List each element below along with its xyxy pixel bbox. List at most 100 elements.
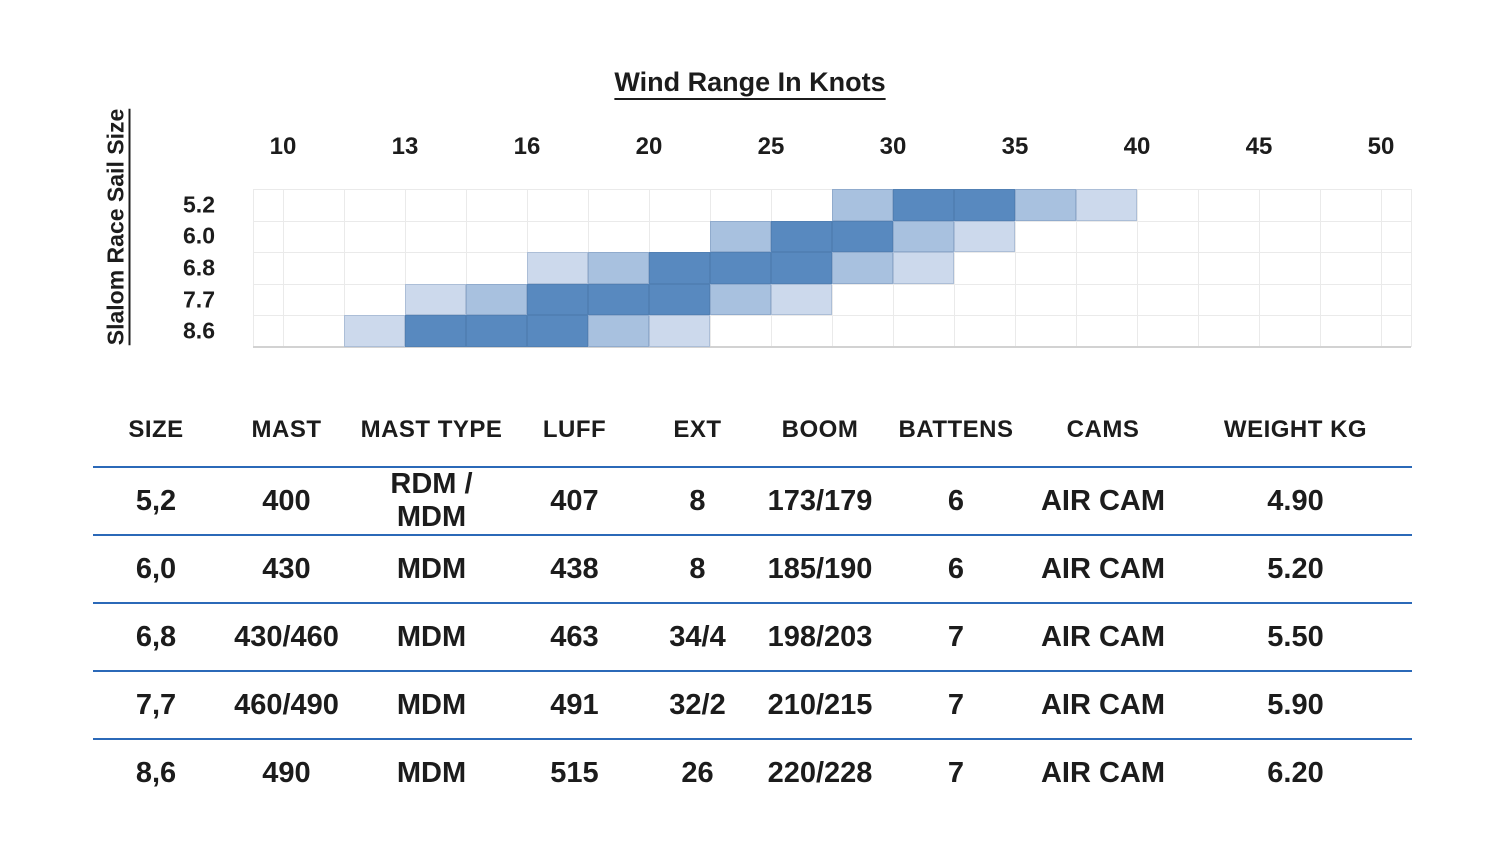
cell-mast-type: MDM <box>354 671 509 740</box>
heatmap-gridline-horizontal <box>253 283 1411 285</box>
cell-cams: AIR CAM <box>1027 671 1179 740</box>
heatmap-cell-8.6-16to18kn <box>527 315 588 347</box>
table-row-size-6,0: 6,0 430 MDM 438 8 185/190 6 AIR CAM 5.20 <box>93 535 1412 604</box>
heatmap-gridline-vertical <box>1076 189 1077 347</box>
heatmap-cell-6.8-25to27.5kn <box>771 252 832 284</box>
cell-battens: 7 <box>885 671 1027 740</box>
heatmap-gridline-vertical <box>954 189 955 347</box>
heatmap-gridline-vertical <box>1137 189 1138 347</box>
heatmap-gridline-vertical <box>1015 189 1016 347</box>
column-header-battens: BATTENS <box>885 394 1027 468</box>
x-tick-label-13: 13 <box>391 133 419 160</box>
sail-size-label-6.0: 6.0 <box>183 222 215 249</box>
heatmap-gridline-vertical <box>344 189 345 347</box>
cell-mast-type: MDM <box>354 603 509 672</box>
heatmap-cell-5.2-32.5to35kn <box>954 189 1015 221</box>
heatmap-cell-5.2-30to32.5kn <box>893 189 954 221</box>
heatmap-cell-7.7-16to18kn <box>527 283 588 316</box>
heatmap-cell-8.6-18to20kn <box>588 315 649 347</box>
table-row-size-5,2: 5,2 400 RDM / MDM 407 8 173/179 6 AIR CAM 4.90 <box>93 467 1412 536</box>
cell-mast: 490 <box>262 756 311 789</box>
cell-battens: 6 <box>885 467 1027 536</box>
heatmap-gridline-vertical <box>283 189 284 347</box>
x-tick-label-35: 35 <box>1001 133 1029 160</box>
cell-luff: 407 <box>509 467 640 536</box>
heatmap-cell-6.8-20to22.5kn <box>649 252 710 284</box>
x-tick-label-40: 40 <box>1123 133 1151 160</box>
cell-boom: 198/203 <box>755 603 885 672</box>
heatmap-cell-6.0-25to27.5kn <box>771 220 832 253</box>
cell-cams: AIR CAM <box>1027 467 1179 536</box>
table-body: 5,2 400 RDM / MDM 407 8 173/179 6 AIR CAM 4.90 6,… <box>93 467 1412 806</box>
heatmap-gridline-vertical <box>1320 189 1321 347</box>
chart-title-text: Wind Range In Knots <box>614 67 886 97</box>
cell-size: 6,0 <box>93 535 219 604</box>
cell-size: 5,2 <box>93 467 219 536</box>
cell-boom: 173/179 <box>755 467 885 536</box>
cell-mast: 430/460 <box>219 603 354 672</box>
cell-battens: 7 <box>947 756 965 789</box>
cell-weight-kg: 5.20 <box>1179 535 1412 604</box>
cell-boom: 185/190 <box>755 535 885 604</box>
heatmap-cell-8.6-20to22.5kn <box>649 315 710 347</box>
heatmap-gridline-vertical <box>466 189 467 347</box>
cell-size: 7,7 <box>93 671 219 740</box>
heatmap-cell-7.7-22.5to25kn <box>710 283 771 316</box>
cell-boom: 220/228 <box>767 756 873 789</box>
heatmap-gridline-vertical <box>1198 189 1199 347</box>
heatmap-cell-6.8-30to32.5kn <box>893 252 954 284</box>
chart-title: Wind Range In Knots <box>0 67 1500 98</box>
cell-ext: 34/4 <box>640 603 755 672</box>
column-header-boom: BOOM <box>755 394 885 468</box>
heatmap-gridline-vertical <box>253 189 254 347</box>
cell-ext: 8 <box>640 467 755 536</box>
heatmap-cell-6.8-27.5to30kn <box>832 252 893 284</box>
cell-luff: 438 <box>509 535 640 604</box>
sail-size-label-6.8: 6.8 <box>183 254 215 281</box>
heatmap-cell-7.7-14.5to16kn <box>466 283 527 316</box>
table-row-size-6,8: 6,8 430/460 MDM 463 34/4 198/203 7 AIR CAM 5.50 <box>93 603 1412 672</box>
cell-cams: AIR CAM <box>1027 535 1179 604</box>
column-header-size: SIZE <box>93 394 219 468</box>
sail-size-label-5.2: 5.2 <box>183 191 215 218</box>
cell-luff: 515 <box>550 756 599 789</box>
heatmap-cell-6.0-32.5to35kn <box>954 220 1015 253</box>
cell-size: 8,6 <box>135 756 177 789</box>
table-row-size-7,7: 7,7 460/490 MDM 491 32/2 210/215 7 AIR CAM 5.90 <box>93 671 1412 740</box>
cell-mast: 400 <box>219 467 354 536</box>
heatmap-gridline-vertical <box>1259 189 1260 347</box>
heatmap-cell-8.6-13to14.5kn <box>405 315 466 347</box>
heatmap-cell-5.2-37.5to40kn <box>1076 189 1137 221</box>
cell-luff: 463 <box>509 603 640 672</box>
x-tick-label-25: 25 <box>757 133 785 160</box>
cell-ext: 32/2 <box>640 671 755 740</box>
table-row-size-8,6: 8,6 490 MDM 515 26 220/228 7 AIR CAM 6.20 <box>93 739 1412 806</box>
cell-mast-type: MDM <box>396 756 467 789</box>
heatmap-gridline-vertical <box>1411 189 1412 347</box>
heatmap-cell-6.8-16to18kn <box>527 252 588 284</box>
heatmap-cell-8.6-14.5to16kn <box>466 315 527 347</box>
x-tick-label-45: 45 <box>1245 133 1273 160</box>
heatmap-cell-6.0-30to32.5kn <box>893 220 954 253</box>
heatmap-cell-7.7-25to27.5kn <box>771 283 832 316</box>
y-axis-title-text: Slalom Race Sail Size <box>102 108 129 346</box>
cell-cams: AIR CAM <box>1027 603 1179 672</box>
cell-luff: 491 <box>509 671 640 740</box>
x-tick-label-20: 20 <box>635 133 663 160</box>
x-tick-label-16: 16 <box>513 133 541 160</box>
cell-mast-type: MDM <box>354 535 509 604</box>
column-header-mast: MAST <box>219 394 354 468</box>
spec-table: SIZE MAST MAST TYPE LUFF EXT BOOM BATTENS CAMS W… <box>93 394 1412 806</box>
sail-size-label-7.7: 7.7 <box>183 286 215 313</box>
column-header-mast-type: MAST TYPE <box>354 394 509 468</box>
cell-boom: 210/215 <box>755 671 885 740</box>
cell-battens: 7 <box>885 603 1027 672</box>
cell-mast: 460/490 <box>219 671 354 740</box>
cell-ext: 26 <box>681 756 714 789</box>
cell-weight-kg: 5.50 <box>1179 603 1412 672</box>
heatmap-gridline-vertical <box>1381 189 1382 347</box>
cell-weight-kg: 6.20 <box>1267 756 1324 789</box>
cell-size: 6,8 <box>93 603 219 672</box>
x-tick-label-50: 50 <box>1367 133 1395 160</box>
column-header-cams: CAMS <box>1027 394 1179 468</box>
